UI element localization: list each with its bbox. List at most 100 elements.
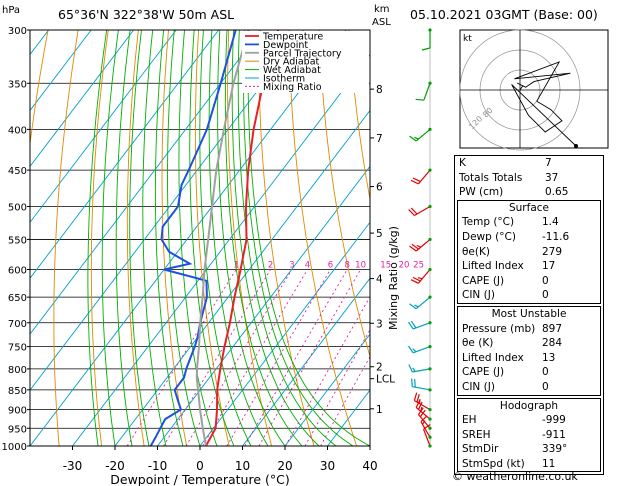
wind-barb-dot [428, 267, 432, 272]
general-stat-value: 7 [545, 157, 552, 169]
isotherm--10 [157, 165, 370, 446]
dry-adiabat-270 [161, 30, 188, 446]
wind-barb-flag [420, 406, 423, 412]
hodograph-stat-row: StmSpd (kt) 11 [458, 457, 600, 472]
wind-barb-600 [410, 267, 432, 284]
profile-temperature [205, 30, 280, 446]
km-tick-5: 5 [376, 228, 383, 240]
wind-barb-flag [409, 245, 417, 252]
wind-barb-dot [428, 204, 432, 209]
isotherm--50 [30, 30, 305, 391]
wind-barb-dot [428, 367, 432, 371]
most-unstable-stat-value: 897 [542, 322, 563, 335]
surface-stat-label: Temp (°C) [462, 216, 515, 229]
mixing-ratio-label-8: 8 [344, 260, 349, 270]
general-stat-row: Totals Totals 37 [455, 171, 603, 186]
wind-barb-450 [410, 168, 432, 185]
wind-barb-550 [409, 237, 432, 252]
wind-barb-dot [428, 295, 432, 299]
wind-barb-350 [415, 81, 432, 101]
surface-box: Surface Temp (°C) 1.4 Dewp (°C) -11.6 θe(K) 2… [457, 199, 601, 304]
dry-adiabat-310 [288, 30, 358, 446]
wet-adiabat-24 [224, 30, 303, 446]
wind-barb-flag [415, 98, 424, 101]
isotherm-0 [199, 221, 370, 446]
most-unstable-stat-row: θe (K) 284 [458, 336, 600, 351]
km-label: km [374, 4, 390, 15]
wind-barb-dot [428, 237, 432, 242]
wind-barb-dot [428, 81, 432, 85]
dry-adiabat-260 [126, 30, 145, 446]
most-unstable-stat-value: 13 [542, 351, 556, 364]
wind-barb-dot [428, 388, 432, 392]
most-unstable-stat-value: 0 [542, 366, 549, 379]
mixing-ratio-axis-title: Mixing Ratio (g/kg) [387, 226, 400, 330]
location-title: 65°36'N 322°38'W 50m ASL [58, 7, 234, 22]
wet-adiabat-0 [167, 30, 201, 446]
wind-barb-300 [421, 28, 432, 51]
wind-barb-flag [414, 378, 416, 388]
wind-barb-850 [411, 378, 432, 392]
hodograph-title: Hodograph [499, 399, 559, 412]
wind-barb-750 [407, 344, 432, 354]
mixing-ratio-label-15: 15 [380, 260, 391, 270]
wind-barb-flag [413, 392, 418, 401]
surface-stat-value: 17 [542, 260, 556, 273]
isotherm--80 [30, 30, 177, 224]
surface-stat-row: Lifted Index 17 [458, 259, 600, 274]
wind-barb-flag [412, 348, 417, 353]
most-unstable-stat-value: 0 [542, 380, 549, 393]
wind-barb-staff [422, 428, 431, 447]
wind-barb-staff [415, 407, 431, 420]
hodograph-stat-label: SREH [462, 428, 491, 441]
most-unstable-stat-label: CAPE (J) [462, 366, 505, 379]
wet-adiabat--24 [87, 30, 108, 446]
km-tick-8: 8 [376, 84, 383, 96]
pressure-tick-300: 300 [8, 26, 27, 37]
dry-adiabat-330 [348, 30, 370, 202]
surface-stat-label: CIN (J) [462, 289, 495, 302]
hodograph-stat-row: EH -999 [458, 413, 600, 428]
pressure-tick-550: 550 [8, 235, 27, 246]
surface-stat-row: θe(K) 279 [458, 245, 600, 260]
surface-title: Surface [508, 201, 549, 214]
km-tick-7: 7 [376, 133, 383, 145]
wind-barb-flag [421, 47, 431, 51]
temp-tick-10: 10 [235, 459, 250, 473]
most-unstable-title: Most Unstable [491, 307, 567, 320]
wind-barb-flag [411, 378, 413, 387]
isotherm-10 [242, 277, 370, 446]
wind-barb-flag [411, 243, 419, 250]
wind-barb-staff [412, 368, 431, 373]
temp-tick-30: 30 [320, 459, 335, 473]
wind-barb-dot [428, 127, 432, 132]
hodograph-stat-label: EH [462, 414, 477, 427]
wind-barb-dot [428, 321, 432, 325]
wet-adiabat--16 [115, 30, 133, 446]
profile-dewpoint [149, 30, 237, 446]
wind-barb-flag [417, 277, 423, 280]
profile-parcel-trajectory [195, 30, 250, 446]
general-stat-label: PW (cm) [459, 186, 504, 199]
wet-adiabat--4 [154, 30, 184, 446]
pressure-tick-400: 400 [8, 125, 27, 136]
isotherm--30 [72, 53, 370, 446]
most-unstable-stat-label: θe (K) [462, 337, 494, 350]
general-stat-label: Totals Totals [459, 171, 523, 184]
general-stat-row: PW (cm) 0.65 [455, 185, 603, 200]
surface-stat-value: 0 [542, 274, 549, 287]
legend-entry-wet-adiabat: Wet Adiabat [263, 65, 321, 76]
pressure-tick-700: 700 [8, 319, 27, 330]
surface-stat-value: 1.4 [542, 216, 559, 229]
surface-stat-row: Dewp (°C) -11.6 [458, 230, 600, 245]
isotherm--20 [114, 109, 370, 446]
x-axis-title: Dewpoint / Temperature (°C) [110, 472, 289, 486]
wind-barb-flag [420, 415, 428, 423]
wind-barb-flag [410, 279, 419, 284]
wind-barb-400 [409, 127, 432, 142]
hpa-label: hPa [2, 5, 20, 16]
isotherm--100 [30, 30, 92, 112]
wind-barb-flag [410, 207, 418, 215]
most-unstable-stat-label: CIN (J) [462, 380, 495, 393]
